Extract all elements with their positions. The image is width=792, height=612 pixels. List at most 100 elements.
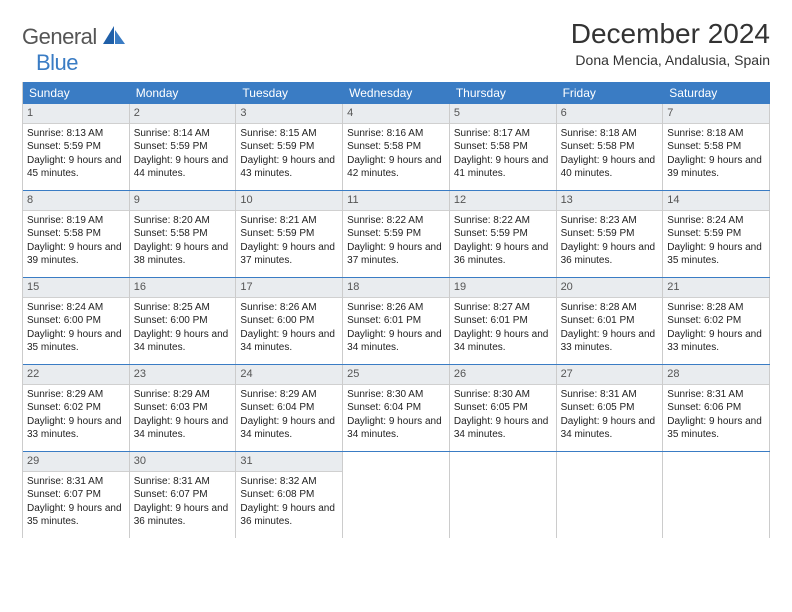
sunrise-text: Sunrise: 8:29 AM [134, 388, 232, 402]
date-number: 31 [236, 452, 342, 472]
daylight-text: Daylight: 9 hours and 34 minutes. [347, 415, 445, 442]
cell-body: Sunrise: 8:21 AMSunset: 5:59 PMDaylight:… [236, 211, 342, 274]
calendar-cell: 29Sunrise: 8:31 AMSunset: 6:07 PMDayligh… [23, 452, 130, 538]
sunset-text: Sunset: 6:05 PM [561, 401, 659, 415]
daylight-text: Daylight: 9 hours and 34 minutes. [561, 415, 659, 442]
calendar-cell: 30Sunrise: 8:31 AMSunset: 6:07 PMDayligh… [130, 452, 237, 538]
date-number: 12 [450, 191, 556, 211]
sunset-text: Sunset: 6:00 PM [27, 314, 125, 328]
calendar-cell: 9Sunrise: 8:20 AMSunset: 5:58 PMDaylight… [130, 191, 237, 277]
daylight-text: Daylight: 9 hours and 36 minutes. [454, 241, 552, 268]
sunset-text: Sunset: 5:58 PM [347, 140, 445, 154]
date-number: 28 [663, 365, 769, 385]
date-number: 14 [663, 191, 769, 211]
sunrise-text: Sunrise: 8:14 AM [134, 127, 232, 141]
sunrise-text: Sunrise: 8:24 AM [27, 301, 125, 315]
calendar-cell: 25Sunrise: 8:30 AMSunset: 6:04 PMDayligh… [343, 365, 450, 451]
cell-body: Sunrise: 8:31 AMSunset: 6:05 PMDaylight:… [557, 385, 663, 448]
daylight-text: Daylight: 9 hours and 35 minutes. [667, 241, 765, 268]
day-header-saturday: Saturday [663, 82, 770, 104]
cell-body: Sunrise: 8:28 AMSunset: 6:02 PMDaylight:… [663, 298, 769, 361]
calendar-cell: 24Sunrise: 8:29 AMSunset: 6:04 PMDayligh… [236, 365, 343, 451]
calendar-cell: 28Sunrise: 8:31 AMSunset: 6:06 PMDayligh… [663, 365, 770, 451]
date-number: 13 [557, 191, 663, 211]
calendar-cell: 2Sunrise: 8:14 AMSunset: 5:59 PMDaylight… [130, 104, 237, 190]
sunset-text: Sunset: 5:59 PM [240, 227, 338, 241]
cell-body: Sunrise: 8:18 AMSunset: 5:58 PMDaylight:… [557, 124, 663, 187]
calendar-cell: 11Sunrise: 8:22 AMSunset: 5:59 PMDayligh… [343, 191, 450, 277]
date-number: 27 [557, 365, 663, 385]
logo: General Blue [22, 24, 125, 76]
sunset-text: Sunset: 6:07 PM [27, 488, 125, 502]
sunrise-text: Sunrise: 8:25 AM [134, 301, 232, 315]
calendar-cell: 8Sunrise: 8:19 AMSunset: 5:58 PMDaylight… [23, 191, 130, 277]
sunset-text: Sunset: 6:02 PM [27, 401, 125, 415]
cell-body: Sunrise: 8:28 AMSunset: 6:01 PMDaylight:… [557, 298, 663, 361]
daylight-text: Daylight: 9 hours and 43 minutes. [240, 154, 338, 181]
sunset-text: Sunset: 6:04 PM [347, 401, 445, 415]
daylight-text: Daylight: 9 hours and 36 minutes. [134, 502, 232, 529]
date-number: 3 [236, 104, 342, 124]
sunrise-text: Sunrise: 8:29 AM [240, 388, 338, 402]
sunset-text: Sunset: 5:58 PM [561, 140, 659, 154]
date-number: 20 [557, 278, 663, 298]
date-number: 21 [663, 278, 769, 298]
date-number: 25 [343, 365, 449, 385]
daylight-text: Daylight: 9 hours and 45 minutes. [27, 154, 125, 181]
sunrise-text: Sunrise: 8:29 AM [27, 388, 125, 402]
logo-text-general: General [22, 24, 97, 49]
sunrise-text: Sunrise: 8:18 AM [667, 127, 765, 141]
calendar-cell: 17Sunrise: 8:26 AMSunset: 6:00 PMDayligh… [236, 278, 343, 364]
sunrise-text: Sunrise: 8:18 AM [561, 127, 659, 141]
calendar-cell: 27Sunrise: 8:31 AMSunset: 6:05 PMDayligh… [557, 365, 664, 451]
cell-body: Sunrise: 8:15 AMSunset: 5:59 PMDaylight:… [236, 124, 342, 187]
logo-text-blue: Blue [36, 50, 78, 75]
date-number: 10 [236, 191, 342, 211]
calendar-cell: 6Sunrise: 8:18 AMSunset: 5:58 PMDaylight… [557, 104, 664, 190]
cell-body: Sunrise: 8:24 AMSunset: 6:00 PMDaylight:… [23, 298, 129, 361]
cell-body: Sunrise: 8:18 AMSunset: 5:58 PMDaylight:… [663, 124, 769, 187]
daylight-text: Daylight: 9 hours and 34 minutes. [347, 328, 445, 355]
sunset-text: Sunset: 5:59 PM [667, 227, 765, 241]
cell-body: Sunrise: 8:17 AMSunset: 5:58 PMDaylight:… [450, 124, 556, 187]
sunset-text: Sunset: 5:59 PM [27, 140, 125, 154]
cell-body: Sunrise: 8:23 AMSunset: 5:59 PMDaylight:… [557, 211, 663, 274]
cell-body: Sunrise: 8:26 AMSunset: 6:01 PMDaylight:… [343, 298, 449, 361]
date-number: 8 [23, 191, 129, 211]
sunset-text: Sunset: 6:07 PM [134, 488, 232, 502]
cell-body: Sunrise: 8:27 AMSunset: 6:01 PMDaylight:… [450, 298, 556, 361]
sunrise-text: Sunrise: 8:27 AM [454, 301, 552, 315]
sunrise-text: Sunrise: 8:26 AM [347, 301, 445, 315]
sunrise-text: Sunrise: 8:19 AM [27, 214, 125, 228]
cell-body: Sunrise: 8:25 AMSunset: 6:00 PMDaylight:… [130, 298, 236, 361]
location-text: Dona Mencia, Andalusia, Spain [571, 52, 770, 68]
daylight-text: Daylight: 9 hours and 36 minutes. [240, 502, 338, 529]
sunset-text: Sunset: 6:04 PM [240, 401, 338, 415]
sunrise-text: Sunrise: 8:26 AM [240, 301, 338, 315]
calendar-cell: 21Sunrise: 8:28 AMSunset: 6:02 PMDayligh… [663, 278, 770, 364]
calendar-cell: 10Sunrise: 8:21 AMSunset: 5:59 PMDayligh… [236, 191, 343, 277]
daylight-text: Daylight: 9 hours and 35 minutes. [27, 502, 125, 529]
date-number: 11 [343, 191, 449, 211]
cell-body: Sunrise: 8:31 AMSunset: 6:06 PMDaylight:… [663, 385, 769, 448]
daylight-text: Daylight: 9 hours and 34 minutes. [454, 328, 552, 355]
calendar-cell-empty [663, 452, 770, 538]
sunrise-text: Sunrise: 8:17 AM [454, 127, 552, 141]
sunrise-text: Sunrise: 8:22 AM [347, 214, 445, 228]
cell-body: Sunrise: 8:29 AMSunset: 6:02 PMDaylight:… [23, 385, 129, 448]
calendar-cell: 13Sunrise: 8:23 AMSunset: 5:59 PMDayligh… [557, 191, 664, 277]
sunrise-text: Sunrise: 8:28 AM [667, 301, 765, 315]
sunset-text: Sunset: 6:03 PM [134, 401, 232, 415]
daylight-text: Daylight: 9 hours and 34 minutes. [134, 415, 232, 442]
date-number: 18 [343, 278, 449, 298]
calendar-cell: 26Sunrise: 8:30 AMSunset: 6:05 PMDayligh… [450, 365, 557, 451]
cell-body: Sunrise: 8:31 AMSunset: 6:07 PMDaylight:… [23, 472, 129, 535]
sunset-text: Sunset: 6:00 PM [240, 314, 338, 328]
cell-body: Sunrise: 8:31 AMSunset: 6:07 PMDaylight:… [130, 472, 236, 535]
date-number: 22 [23, 365, 129, 385]
calendar-cell-empty [450, 452, 557, 538]
cell-body: Sunrise: 8:30 AMSunset: 6:05 PMDaylight:… [450, 385, 556, 448]
cell-body: Sunrise: 8:29 AMSunset: 6:04 PMDaylight:… [236, 385, 342, 448]
calendar-cell: 31Sunrise: 8:32 AMSunset: 6:08 PMDayligh… [236, 452, 343, 538]
cell-body: Sunrise: 8:13 AMSunset: 5:59 PMDaylight:… [23, 124, 129, 187]
